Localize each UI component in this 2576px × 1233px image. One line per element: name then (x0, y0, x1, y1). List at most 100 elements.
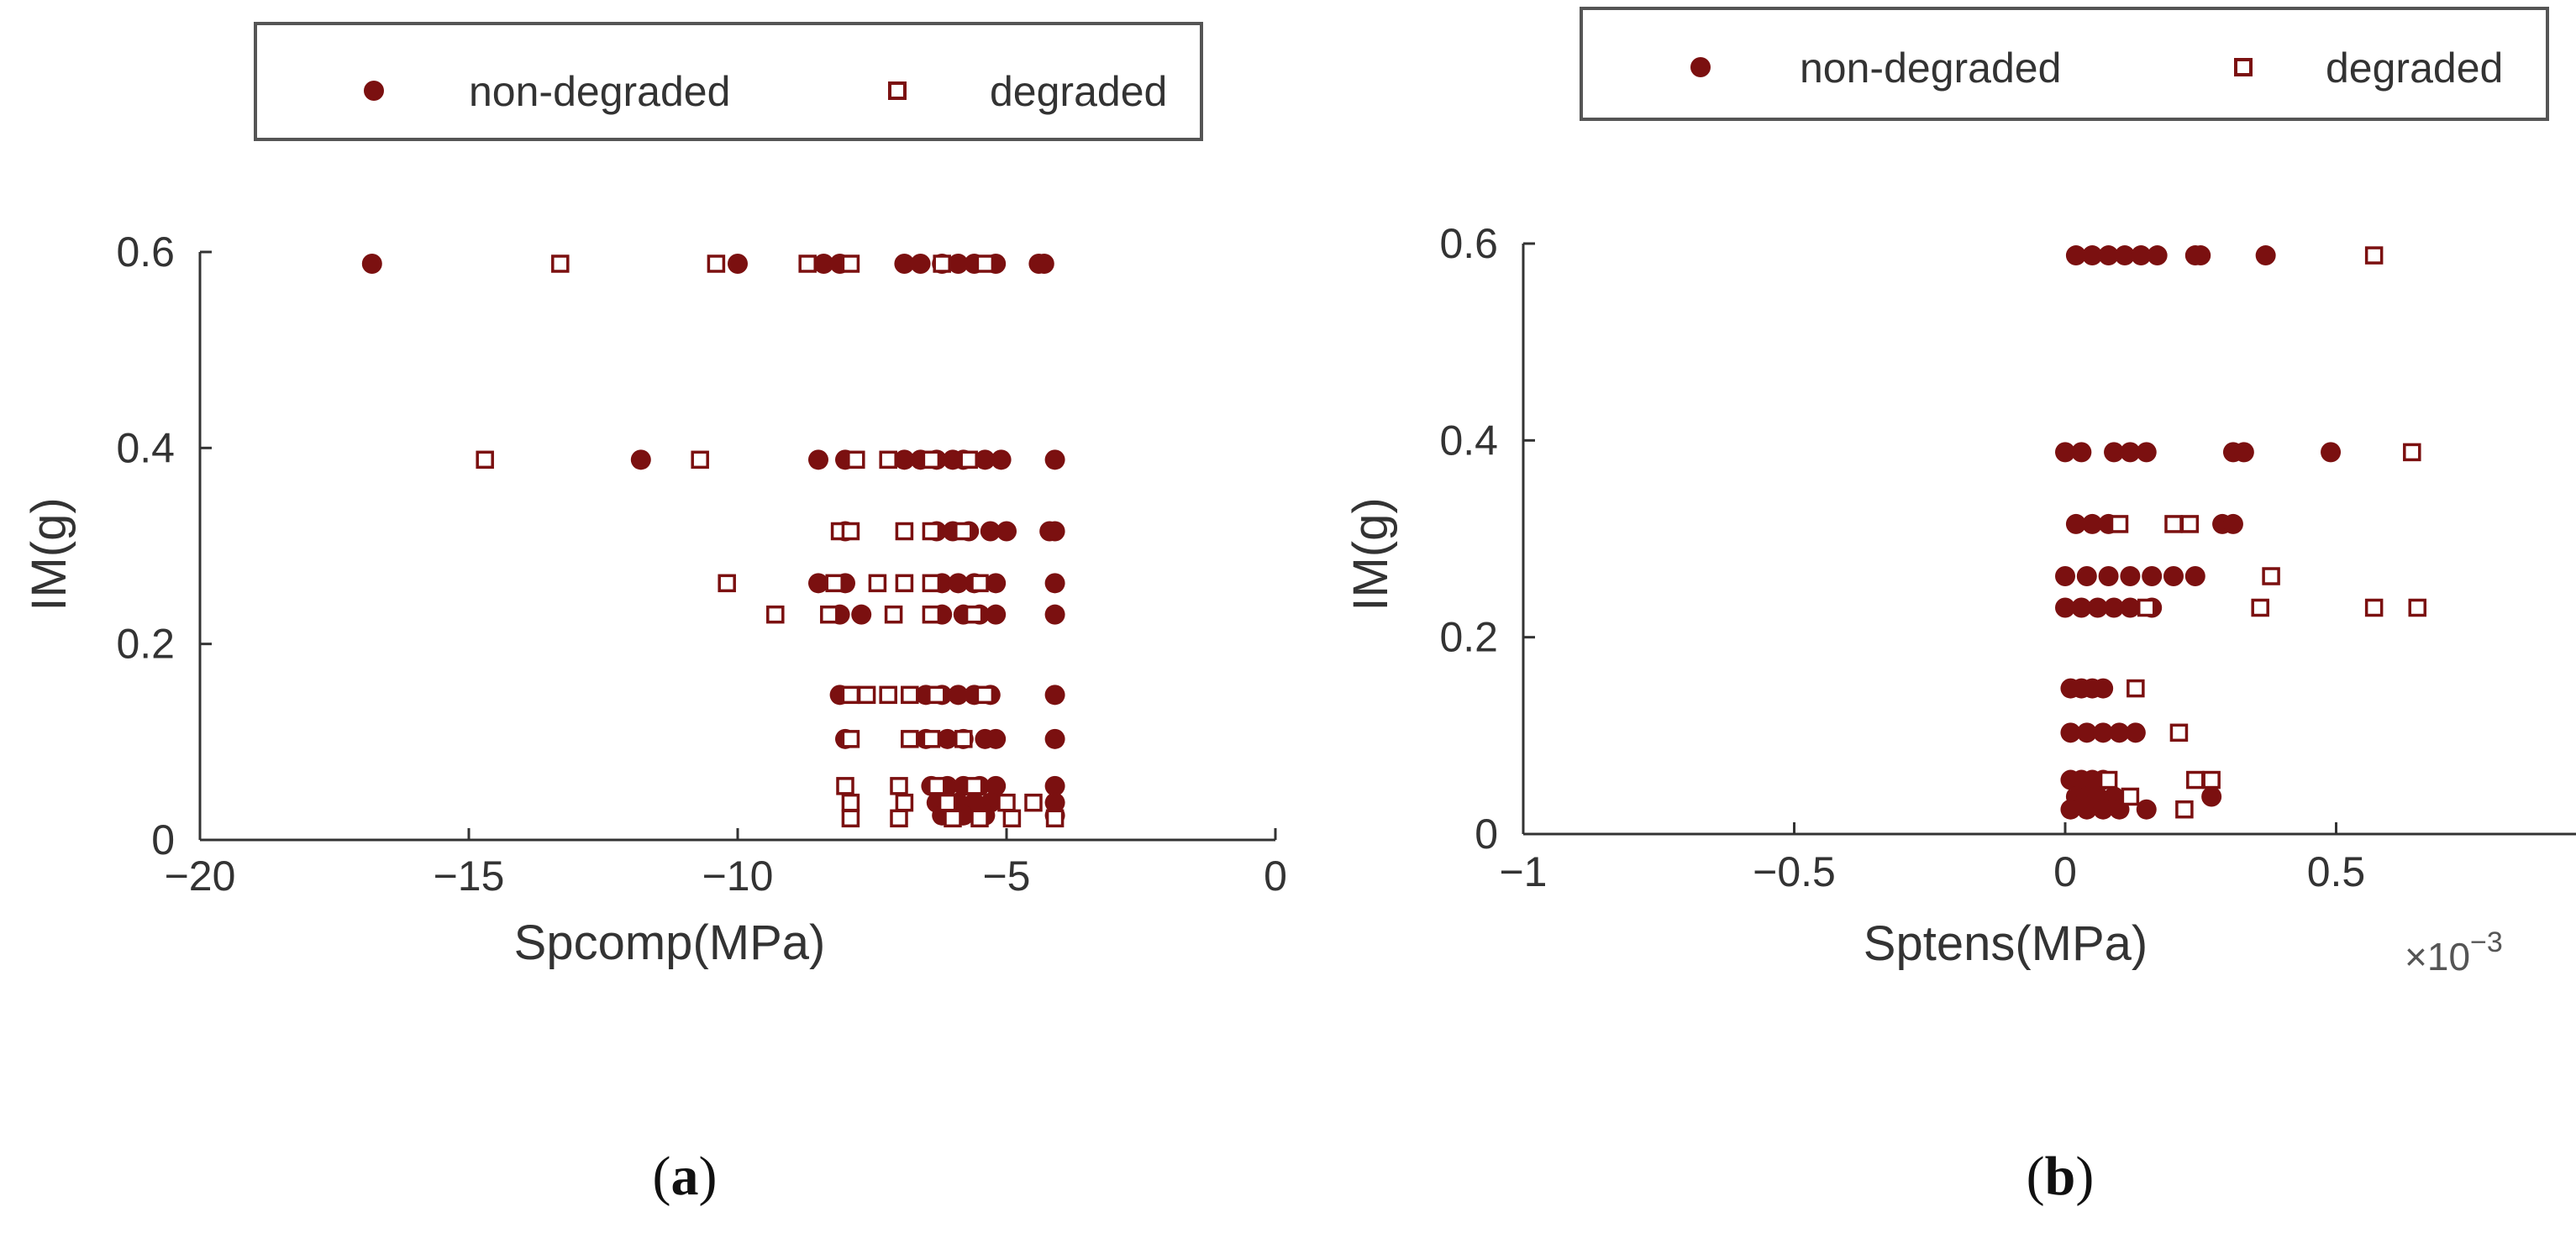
panel-b-point-non-degraded (2120, 597, 2141, 618)
panel-b-point-non-degraded (2142, 566, 2163, 587)
panel-a-point-degraded (959, 450, 978, 470)
panel-a-x-tick-label: −15 (434, 853, 505, 900)
panel-b-point-non-degraded (2082, 245, 2103, 266)
panel-b-point-degraded (2262, 567, 2280, 585)
panel-a-point-degraded (895, 793, 914, 812)
panel-b-point-non-degraded (2093, 722, 2114, 743)
panel-a-point-non-degraded (948, 685, 969, 706)
panel-a-point-degraded (922, 605, 941, 624)
panel-a-point-non-degraded (728, 254, 748, 274)
panel-b-point-non-degraded (2076, 566, 2097, 587)
panel-b-point-non-degraded (2055, 566, 2075, 587)
panel-b-point-non-degraded (2060, 722, 2081, 743)
panel-a-point-non-degraded (851, 604, 872, 625)
panel-a-point-degraded (933, 254, 951, 273)
panel-a-point-non-degraded (986, 604, 1007, 625)
panel-a-point-degraded (798, 254, 817, 273)
panel-a-point-degraded (847, 450, 865, 470)
panel-b-x-multiplier-base: ×10 (2405, 935, 2470, 979)
panel-a-point-non-degraded (1044, 604, 1065, 625)
panel-a-point-non-degraded (975, 449, 996, 470)
panel-b-point-degraded (2202, 770, 2221, 790)
panel-a-point-degraded (841, 254, 860, 273)
panel-a-point-degraded (691, 450, 709, 470)
panel-a-point-degraded (884, 605, 903, 624)
panel-a-point-degraded (965, 777, 984, 795)
panel-a-legend-box (254, 22, 1203, 141)
panel-a-point-degraded (890, 777, 908, 795)
panel-b-point-non-degraded (2109, 722, 2130, 743)
panel-b-point-degraded (2364, 246, 2384, 265)
panel-a-point-degraded (938, 793, 957, 812)
panel-b-x-tick-label: −1 (1499, 848, 1547, 895)
panel-b-point-non-degraded (2104, 597, 2125, 618)
panel-a-point-degraded (901, 685, 919, 705)
panel-b-point-non-degraded (2255, 245, 2276, 266)
panel-a-point-degraded (825, 574, 844, 593)
panel-b-point-non-degraded (2087, 597, 2108, 618)
panel-a-point-non-degraded (986, 775, 1007, 796)
panel-a-point-degraded (965, 605, 984, 624)
panel-b-point-non-degraded (2120, 442, 2141, 463)
panel-b-point-non-degraded (2233, 442, 2254, 463)
panel-a-point-non-degraded (813, 254, 834, 274)
panel-b-x-tick-label: 0.5 (2307, 848, 2366, 895)
panel-a-point-degraded (1024, 793, 1043, 812)
panel-b-point-degraded (2137, 598, 2156, 617)
panel-b-point-non-degraded (2082, 513, 2103, 534)
panel-a-point-degraded (1045, 809, 1065, 828)
panel-a-point-non-degraded (980, 521, 1001, 542)
panel-b-point-degraded (2364, 598, 2384, 617)
panel-b-legend: non-degraded degraded (1580, 7, 2549, 121)
panel-a-point-degraded (1002, 809, 1022, 828)
panel-b-point-non-degraded (2120, 566, 2141, 587)
panel-a-point-degraded (836, 777, 854, 795)
panel-b-point-degraded (2408, 598, 2426, 617)
panel-b-point-non-degraded (2163, 566, 2184, 587)
panel-a-y-tick-label: 0 (151, 816, 175, 863)
panel-a-point-degraded (895, 522, 914, 541)
panel-a-y-tick-label: 0.6 (116, 228, 175, 275)
panel-b-y-tick-label: 0.2 (1439, 614, 1498, 661)
panel-b-point-non-degraded (2321, 442, 2342, 463)
panel-b-point-degraded (2110, 515, 2129, 533)
panel-a-point-degraded (997, 793, 1016, 812)
panel-a-y-tick-label: 0.4 (116, 424, 175, 471)
panel-a-point-non-degraded (937, 728, 958, 749)
panel-b-x-tick-label: 0 (2053, 848, 2077, 895)
panel-a-point-non-degraded (986, 728, 1007, 749)
panel-b-legend-filled-circle-icon (1690, 57, 1711, 77)
panel-a-point-non-degraded (894, 449, 915, 470)
panel-a-x-tick-label: −5 (982, 853, 1030, 900)
panel-a-point-degraded (970, 574, 989, 593)
panel-a-point-non-degraded (1039, 521, 1060, 542)
panel-b-y-axis-label: IM(g) (1343, 497, 1398, 611)
panel-a-point-degraded (954, 730, 973, 748)
panel-a-caption-close: ) (699, 1146, 718, 1207)
panel-a-point-degraded (975, 685, 995, 705)
panel-b-point-degraded (2169, 723, 2189, 742)
panel-b-point-degraded (2164, 515, 2183, 533)
panel-a-point-non-degraded (630, 449, 651, 470)
panel-a-point-degraded (841, 809, 860, 828)
panel-a-point-non-degraded (1044, 685, 1065, 706)
panel-a-point-non-degraded (910, 254, 931, 274)
panel-b-point-degraded (2099, 770, 2118, 790)
panel-a-point-degraded (922, 730, 941, 748)
panel-a-point-degraded (975, 254, 995, 273)
panel-a-point-degraded (841, 685, 860, 705)
panel-b-y-tick-label: 0.6 (1439, 220, 1498, 267)
panel-b-point-non-degraded (2055, 442, 2075, 463)
panel-a-point-non-degraded (991, 449, 1012, 470)
panel-b-point-non-degraded (2065, 513, 2086, 534)
panel-a-point-non-degraded (894, 254, 915, 274)
panel-b-point-non-degraded (2093, 799, 2114, 820)
panel-b-y-tick-label: 0 (1475, 811, 1498, 858)
panel-b-point-non-degraded (2071, 442, 2092, 463)
panel-a-x-tick-label: −20 (165, 853, 236, 900)
panel-a-x-tick-label: 0 (1264, 853, 1287, 900)
panel-b-legend-box (1580, 7, 2549, 121)
panel-a-legend-degraded-label: degraded (990, 68, 1167, 115)
panel-b-point-degraded (2403, 443, 2421, 462)
panel-a-point-degraded (476, 450, 494, 470)
